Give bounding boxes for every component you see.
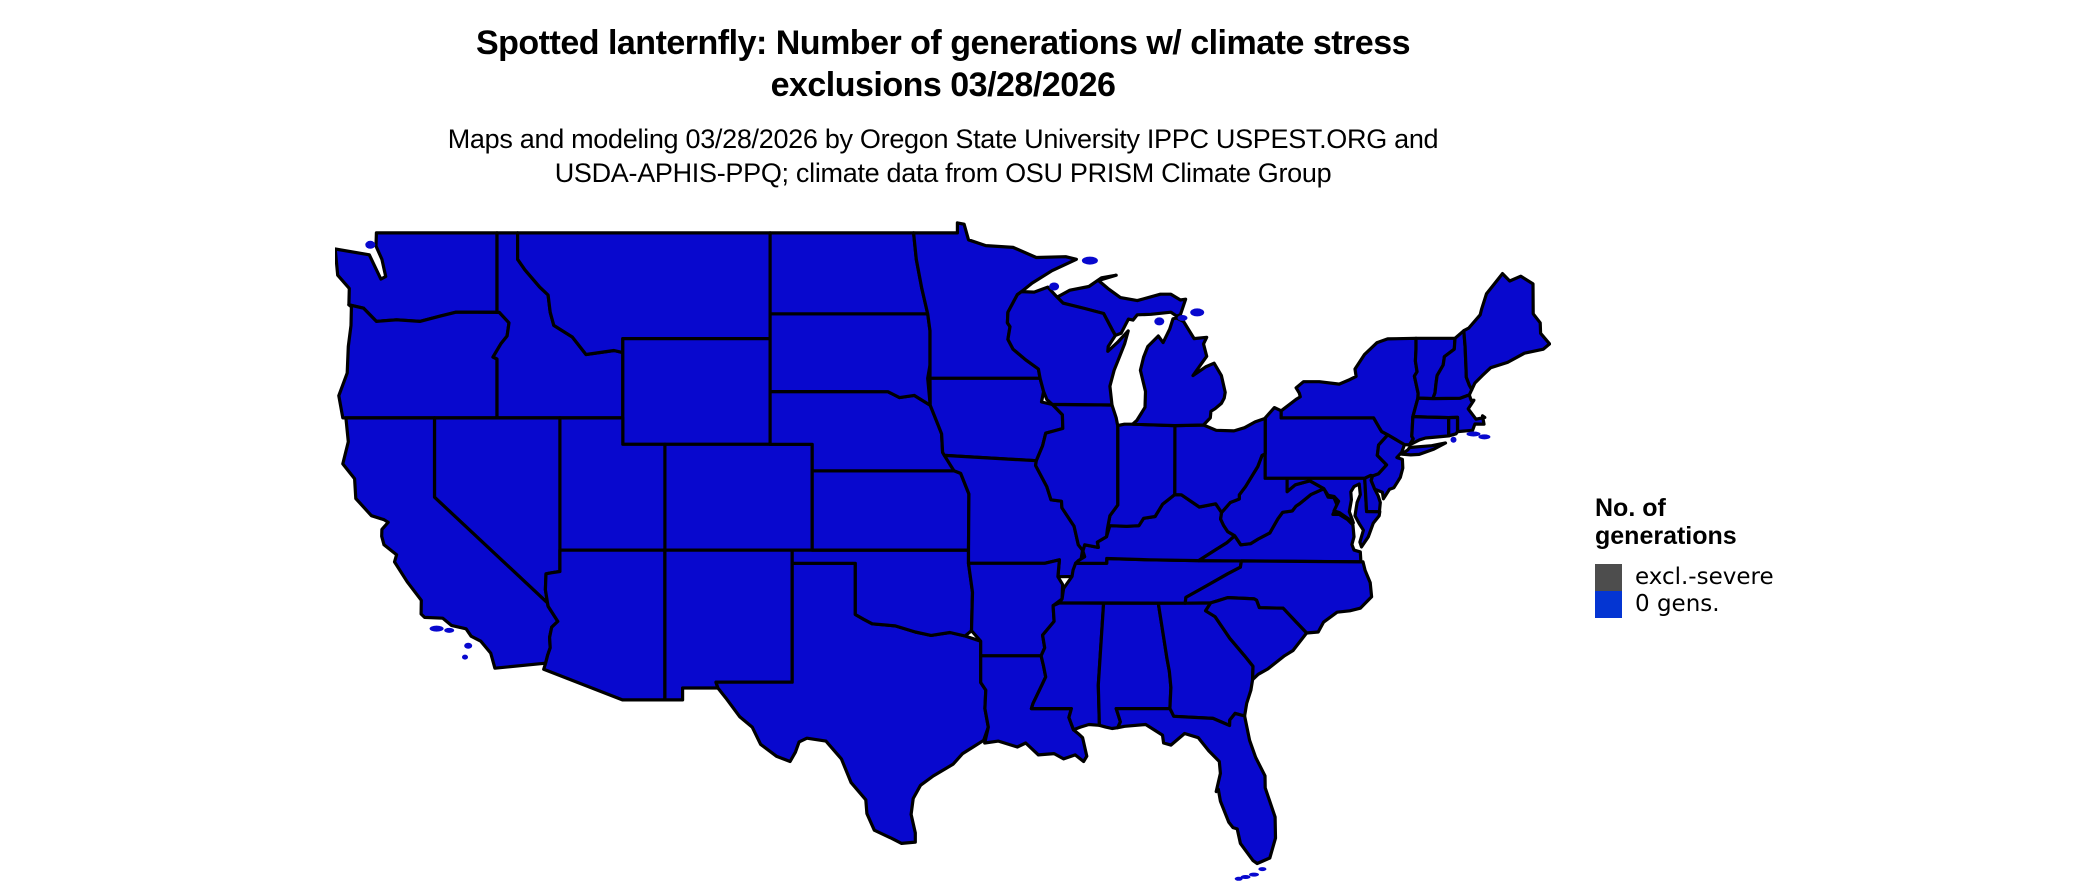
state-maine xyxy=(1462,272,1551,392)
state-kansas xyxy=(810,469,971,552)
page-subtitle-line-1: Maps and modeling 03/28/2026 by Oregon S… xyxy=(447,124,1439,154)
island-speck xyxy=(1466,431,1481,437)
island-speck xyxy=(429,625,444,632)
state-wyoming xyxy=(621,337,772,446)
legend-title-line-2: generations xyxy=(1595,522,1737,550)
legend-item-excl-severe: excl.-severe xyxy=(1595,564,1774,591)
island-speck xyxy=(365,240,376,249)
island-speck xyxy=(1258,867,1267,872)
legend-items: excl.-severe 0 gens. xyxy=(1595,564,1774,618)
state-indiana xyxy=(1105,422,1177,531)
state-new-mexico xyxy=(663,548,794,702)
state-mississippi xyxy=(1029,601,1106,732)
state-ohio xyxy=(1173,416,1267,515)
island-speck xyxy=(1249,872,1259,877)
page-title-line-1: Spotted lanternfly: Number of generation… xyxy=(475,24,1411,62)
state-north-dakota xyxy=(768,231,930,316)
legend-item-0-gens: 0 gens. xyxy=(1595,591,1774,618)
state-oregon xyxy=(337,303,511,420)
state-maryland xyxy=(1285,476,1382,549)
island-speck xyxy=(1450,436,1457,443)
state-arizona xyxy=(542,548,667,702)
page-title-line-2: exclusions 03/28/2026 xyxy=(770,66,1116,104)
state-new-york xyxy=(1400,441,1448,457)
us-map xyxy=(335,221,1551,881)
state-colorado xyxy=(663,442,814,552)
island-speck xyxy=(1081,256,1098,265)
island-speck xyxy=(462,654,468,660)
island-speck xyxy=(1240,875,1251,879)
state-florida xyxy=(1114,707,1278,866)
legend-title-line-1: No. of xyxy=(1595,494,1666,522)
legend: No. of generations excl.-severe 0 gens. xyxy=(1595,494,1774,618)
island-speck xyxy=(1234,876,1243,881)
state-connecticut xyxy=(1407,415,1451,447)
island-speck xyxy=(1177,315,1188,321)
page-subtitle: Maps and modeling 03/28/2026 by Oregon S… xyxy=(0,122,1886,190)
island-speck xyxy=(444,627,455,633)
state-michigan xyxy=(1131,316,1227,428)
state-wisconsin xyxy=(1005,285,1130,407)
island-speck xyxy=(1478,434,1491,440)
us-map-container xyxy=(335,221,1551,883)
legend-swatch-excl-severe xyxy=(1595,564,1622,591)
island-speck xyxy=(464,642,473,649)
legend-swatch-0-gens xyxy=(1595,591,1622,618)
island-speck xyxy=(1190,308,1205,317)
legend-label-excl-severe: excl.-severe xyxy=(1635,564,1774,590)
page-subtitle-line-2: USDA-APHIS-PPQ; climate data from OSU PR… xyxy=(554,158,1332,188)
state-south-dakota xyxy=(768,312,932,407)
map-header: Spotted lanternfly: Number of generation… xyxy=(0,22,1886,190)
island-speck xyxy=(1049,282,1060,291)
state-south-carolina xyxy=(1204,596,1309,682)
state-new-jersey xyxy=(1369,433,1407,501)
island-speck xyxy=(1154,317,1165,326)
legend-label-0-gens: 0 gens. xyxy=(1635,591,1720,617)
state-illinois xyxy=(1034,402,1120,553)
